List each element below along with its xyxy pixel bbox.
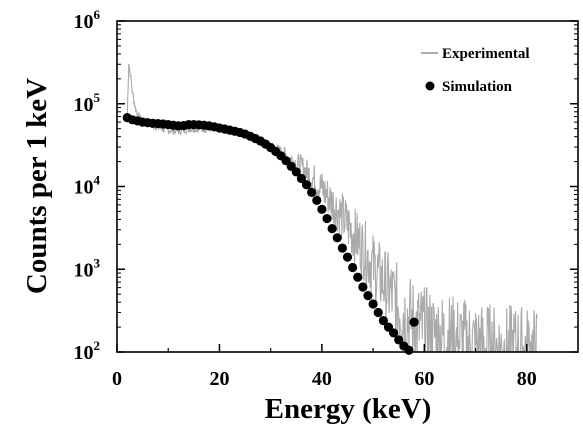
simulation-point [348, 262, 358, 273]
simulation-series [122, 113, 419, 355]
simulation-point [317, 204, 327, 214]
legend-experimental-label: Experimental [442, 46, 530, 62]
simulation-point [291, 167, 301, 177]
simulation-point [378, 315, 388, 326]
legend: Experimental Simulation [421, 46, 530, 95]
simulation-point [337, 243, 347, 253]
simulation-point [342, 252, 353, 262]
simulation-point [327, 223, 337, 234]
experimental-series [126, 63, 538, 353]
simulation-point [301, 180, 312, 190]
x-tick-label: 0 [112, 368, 122, 390]
simulation-point [353, 272, 363, 282]
x-tick-label: 20 [209, 368, 229, 390]
simulation-point [296, 173, 306, 184]
legend-simulation-label: Simulation [442, 79, 513, 95]
simulation-point [332, 233, 342, 243]
simulation-point [312, 195, 322, 205]
x-tick-label: 80 [517, 368, 537, 390]
simulation-point [389, 328, 399, 338]
simulation-point [307, 187, 317, 197]
y-tick-label: 105 [74, 90, 101, 116]
x-axis-title: Energy (keV) [265, 393, 432, 425]
simulation-point [404, 345, 414, 355]
x-tick-label: 60 [414, 368, 434, 390]
simulation-point [409, 317, 419, 327]
simulation-point [368, 299, 378, 309]
tick-labels: 0 20 40 60 80 102 103 104 105 106 [74, 7, 537, 390]
legend-simulation-marker [425, 81, 435, 91]
simulation-point [373, 307, 383, 318]
y-tick-label: 102 [74, 338, 101, 364]
y-tick-label: 106 [74, 7, 101, 33]
simulation-point [358, 282, 368, 292]
y-axis-title: Counts per 1 keV [21, 78, 53, 294]
axes [116, 20, 579, 353]
simulation-point [363, 291, 373, 301]
simulation-point [322, 213, 332, 224]
plot-frame [116, 20, 579, 353]
experimental-line [126, 63, 538, 353]
simulation-point [394, 335, 404, 345]
x-tick-label: 40 [312, 368, 332, 390]
y-tick-label: 103 [74, 255, 101, 281]
y-tick-label: 104 [74, 173, 101, 199]
